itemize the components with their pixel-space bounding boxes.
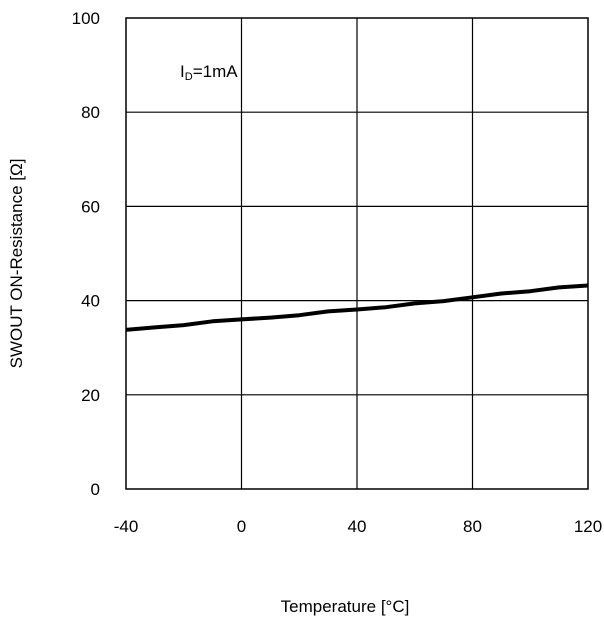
series-group bbox=[125, 283, 589, 332]
y-tick-label: 40 bbox=[81, 292, 100, 311]
x-tick-labels: -40 0 40 80 120 bbox=[114, 517, 602, 536]
x-tick-label: 40 bbox=[348, 517, 367, 536]
y-tick-label: 20 bbox=[81, 386, 100, 405]
y-tick-label: 0 bbox=[91, 480, 100, 499]
x-axis-title: Temperature [°C] bbox=[281, 597, 410, 616]
plot-frame bbox=[125, 17, 589, 490]
id-annotation: ID=1mA bbox=[180, 62, 238, 83]
x-tick-label: -40 bbox=[114, 517, 139, 536]
y-tick-labels: 0 20 40 60 80 100 bbox=[72, 9, 100, 499]
x-tick-label: 120 bbox=[574, 517, 602, 536]
annotation-suffix: =1mA bbox=[193, 62, 239, 81]
series-line bbox=[125, 283, 589, 332]
annotation-main: I bbox=[180, 62, 185, 81]
grid-lines bbox=[126, 18, 588, 489]
y-tick-label: 100 bbox=[72, 9, 100, 28]
y-tick-label: 60 bbox=[81, 197, 100, 216]
y-tick-label: 80 bbox=[81, 103, 100, 122]
x-tick-label: 0 bbox=[237, 517, 246, 536]
x-tick-label: 80 bbox=[463, 517, 482, 536]
y-axis-title: SWOUT ON-Resistance [Ω] bbox=[7, 159, 26, 369]
annotation-subscript: D bbox=[185, 71, 193, 83]
